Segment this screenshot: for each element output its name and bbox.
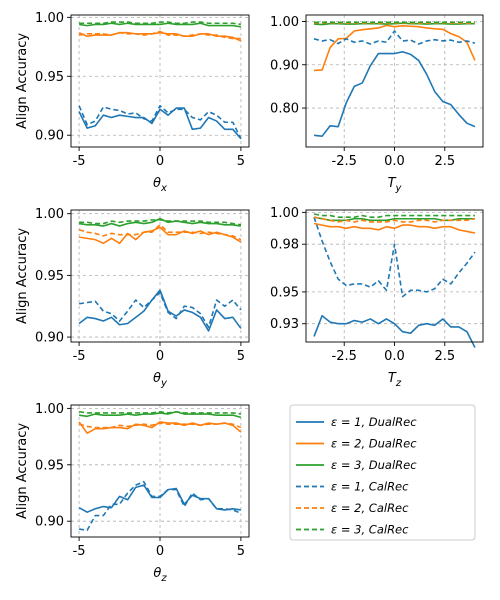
y-tick-label: 0.95 <box>35 269 64 284</box>
y-tick-label: 0.80 <box>270 102 299 117</box>
series-line-5 <box>78 422 242 429</box>
y-tick-label: 0.98 <box>270 238 299 253</box>
x-tick-label: 5 <box>237 154 245 169</box>
x-axis-label: θx <box>153 176 167 194</box>
x-tick-label: 0 <box>156 544 164 559</box>
y-tick-label: 0.95 <box>35 458 64 473</box>
y-axis-label: Align Accuracy <box>15 33 30 129</box>
series-line-3 <box>313 216 475 222</box>
x-tick-label: -5 <box>73 544 86 559</box>
series-line-4 <box>78 104 242 140</box>
series-line-2 <box>78 226 242 245</box>
y-tick-label: 0.90 <box>35 129 64 144</box>
series-line-6 <box>78 410 242 415</box>
panel-3: -5 0 5 0.90 0.95 1.00 θy Align Accuracy <box>15 207 250 389</box>
series-line-3 <box>314 22 475 26</box>
y-tick-label: 0.95 <box>35 70 64 85</box>
y-tick-label: 1.00 <box>35 207 64 222</box>
series-line-1 <box>78 107 242 140</box>
x-tick-label: 5 <box>237 349 245 364</box>
y-tick-label: 0.93 <box>270 317 299 332</box>
y-tick-label: 0.90 <box>270 58 299 73</box>
y-tick-label: 0.90 <box>35 331 64 346</box>
legend-label-3: ε = 3, DualRec <box>331 458 417 472</box>
panel-1: -5 0 5 0.90 0.95 1.00 θx Align Accuracy <box>15 11 250 194</box>
series-line-5 <box>78 224 242 241</box>
series-line-5 <box>313 216 476 223</box>
series-line-1 <box>313 314 476 348</box>
series-line-5 <box>78 30 241 40</box>
y-tick-label: 1.00 <box>270 15 299 30</box>
series-line-4 <box>78 291 242 329</box>
x-tick-label: 2.5 <box>434 154 455 169</box>
series-line-2 <box>313 222 476 234</box>
series-line-3 <box>78 217 242 227</box>
y-tick-label: 0.95 <box>270 285 299 300</box>
y-tick-label: 1.00 <box>35 402 64 417</box>
series-line-6 <box>79 21 242 26</box>
series-line-3 <box>78 410 242 419</box>
series-line-1 <box>78 289 242 332</box>
series-line-1 <box>313 50 476 137</box>
series-line-2 <box>314 24 476 72</box>
x-tick-label: 2.5 <box>434 349 455 364</box>
x-tick-label: -2.5 <box>332 154 357 169</box>
series-line-4 <box>313 216 476 298</box>
series-line-4 <box>78 480 242 532</box>
x-axis-label: θy <box>153 371 168 389</box>
panel-5: -5 0 5 0.90 0.95 1.00 θz Align Accuracy <box>15 402 250 584</box>
series-line-6 <box>313 213 475 218</box>
panel-2: -2.5 0.0 2.5 0.80 0.90 1.00 Ty <box>270 14 484 194</box>
x-tick-label: -5 <box>73 154 86 169</box>
x-tick-label: -2.5 <box>332 349 357 364</box>
y-tick-label: 1.00 <box>35 11 64 26</box>
x-tick-label: -5 <box>73 349 86 364</box>
legend-box <box>289 404 476 541</box>
x-tick-label: 0 <box>156 154 164 169</box>
x-tick-label: 0.0 <box>384 154 405 169</box>
legend: ε = 1, DualRec ε = 2, DualRec ε = 3, DualR… <box>289 404 476 541</box>
legend-label-5: ε = 2, CalRec <box>331 501 409 515</box>
x-axis-label: θz <box>153 566 167 584</box>
x-tick-label: 0 <box>156 349 164 364</box>
legend-label-4: ε = 1, CalRec <box>331 480 409 494</box>
y-axis-label: Align Accuracy <box>15 228 30 324</box>
series-line-4 <box>313 30 476 45</box>
legend-label-1: ε = 1, DualRec <box>331 415 417 429</box>
legend-label-2: ε = 2, DualRec <box>331 437 417 451</box>
x-axis-label: Tz <box>388 371 402 389</box>
x-axis-label: Ty <box>388 176 403 194</box>
y-axis-label: Align Accuracy <box>15 423 30 519</box>
legend-label-6: ε = 3, CalRec <box>331 523 409 537</box>
y-tick-label: 0.90 <box>35 515 64 530</box>
y-tick-label: 1.00 <box>270 206 299 221</box>
series-line-3 <box>78 22 242 28</box>
series-line-6 <box>79 219 242 226</box>
x-tick-label: 5 <box>237 544 245 559</box>
x-tick-label: 0.0 <box>384 349 405 364</box>
panel-4: -2.5 0.0 2.5 0.93 0.95 0.98 1.00 Tz <box>270 206 484 389</box>
